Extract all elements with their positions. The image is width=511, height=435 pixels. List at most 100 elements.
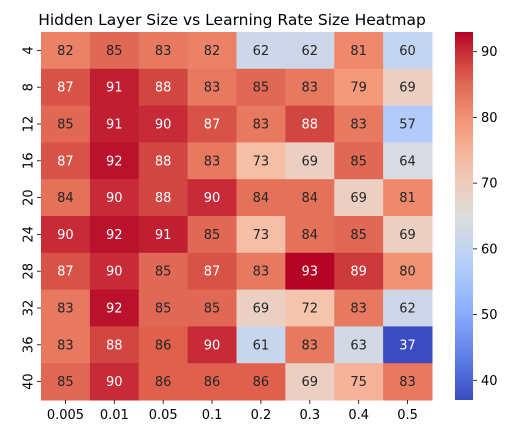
colorbar-tick-label: 70 [481,177,498,192]
cell-value-label: 83 [57,302,74,317]
heatmap-cell [89,216,140,254]
cell-value-label: 89 [350,265,367,280]
cell-value-label: 87 [57,81,74,96]
heatmap-cell [383,363,433,401]
heatmap-cell [187,216,237,254]
cell-value-label: 79 [350,81,367,96]
heatmap-cell [334,142,384,180]
heatmap-cell [138,326,189,364]
cell-value-label: 60 [399,44,416,59]
heatmap-cell [89,252,140,291]
heatmap-cell [41,363,91,401]
cell-value-label: 83 [155,44,172,59]
cell-value-label: 63 [350,338,367,353]
cell-value-label: 82 [57,44,74,59]
cell-value-label: 90 [57,228,74,243]
heatmap-cell [187,68,237,107]
heatmap-cell [383,68,433,107]
x-tick-label: 0.2 [251,408,272,423]
x-tick-label: 0.01 [100,408,129,423]
y-tick-label: 12 [22,116,37,133]
x-tick-label: 0.4 [348,408,369,423]
heatmap-cell [285,216,335,254]
heatmap-cell [89,289,140,327]
heatmap-cell [41,216,91,254]
heatmap-cell [89,32,140,70]
cell-value-label: 86 [155,338,172,353]
colorbar: 40 50 60 70 80 90 [455,32,498,400]
cell-value-label: 83 [204,81,221,96]
heatmap-cell [236,179,286,217]
cell-value-label: 83 [204,154,221,169]
y-tick-label: 4 [22,46,37,54]
heatmap-cell [334,32,384,70]
cell-value-label: 85 [155,265,172,280]
heatmap-cell [334,68,384,107]
heatmap-cell [41,179,91,217]
cell-value-label: 85 [57,375,74,390]
y-tick-label: 16 [22,153,37,170]
cell-value-label: 85 [350,228,367,243]
cell-value-label: 37 [399,338,416,353]
heatmap-cell [285,363,335,401]
cell-value-label: 88 [302,118,319,133]
heatmap-cell [285,326,335,364]
cell-value-label: 69 [302,154,319,169]
heatmap-cell [89,142,140,180]
cell-value-label: 87 [57,154,74,169]
cell-value-label: 92 [106,302,123,317]
cell-value-label: 86 [155,375,172,390]
heatmap-cell [138,289,189,327]
cell-value-label: 85 [253,81,270,96]
heatmap-cell [187,363,237,401]
heatmap-cell [138,32,189,70]
heatmap-cell [138,68,189,107]
cell-value-label: 90 [106,375,123,390]
heatmap-cell [187,105,237,143]
heatmap-cell [334,179,384,217]
heatmap-cell [41,289,91,327]
cell-value-label: 93 [302,265,319,280]
cell-value-label: 57 [399,118,416,133]
cell-value-label: 91 [155,228,172,243]
heatmap-cell [334,216,384,254]
heatmap-cell [236,252,286,291]
heatmap-cell [383,252,433,291]
heatmap-cell [138,105,189,143]
colorbar-tick-label: 80 [481,111,498,126]
heatmap-cell [383,105,433,143]
cell-value-label: 91 [106,118,123,133]
heatmap-cell [138,252,189,291]
cell-value-label: 87 [57,265,74,280]
cell-value-label: 85 [350,154,367,169]
heatmap-cell [41,68,91,107]
x-tick-label: 0.3 [299,408,320,423]
y-tick-label: 24 [22,226,37,243]
heatmap-cell [41,252,91,291]
cell-value-label: 85 [106,44,123,59]
heatmap-cell [89,363,140,401]
heatmap-cell [334,289,384,327]
cell-value-label: 83 [350,118,367,133]
cell-value-label: 73 [253,154,270,169]
heatmap-cell [285,32,335,70]
cell-value-label: 62 [253,44,270,59]
cell-value-label: 61 [253,338,270,353]
heatmap-cell [383,32,433,70]
cell-value-label: 84 [302,191,319,206]
cell-value-label: 90 [106,265,123,280]
cell-value-label: 86 [204,375,221,390]
heatmap-cell [187,326,237,364]
colorbar-tick-label: 90 [481,45,498,60]
heatmap-cell [187,32,237,70]
y-tick-label: 32 [22,300,37,317]
colorbar-tick-label: 40 [481,374,498,389]
heatmap-cell [383,179,433,217]
heatmap-cell [89,105,140,143]
x-tick-label: 0.05 [149,408,178,423]
cell-value-label: 92 [106,154,123,169]
heatmap-cell [383,216,433,254]
cell-value-label: 81 [399,191,416,206]
